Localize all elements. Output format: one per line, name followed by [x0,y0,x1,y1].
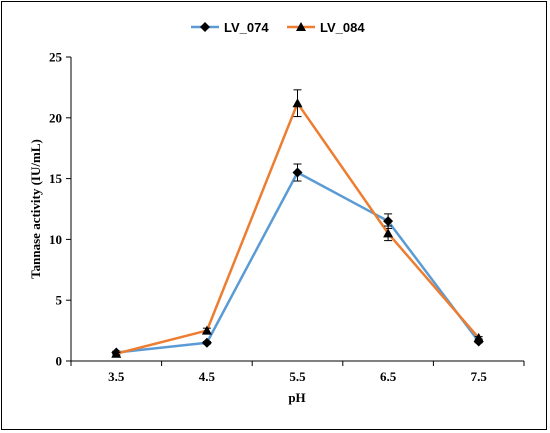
legend-item-lv-074: LV_074 [191,20,269,35]
data-point-triangle [473,332,484,342]
y-axis-title: Tannase activity (IU/mL) [28,139,43,279]
y-tick-label: 25 [49,50,63,65]
y-tick-label: 20 [49,110,62,125]
legend: LV_074 LV_084 [191,20,365,35]
series-line [116,171,480,354]
data-point-diamond [201,337,212,348]
y-tick-label: 0 [56,354,63,369]
x-tick-label: 3.5 [108,369,125,384]
legend-label: LV_074 [224,20,269,35]
x-tick-label: 6.5 [380,369,397,384]
y-tick-label: 10 [49,232,62,247]
axes: 0 5 10 15 20 25 3.5 4.5 5.5 6.5 7.5 [49,50,525,384]
x-axis-title: pH [288,390,305,405]
legend-label: LV_084 [320,20,365,35]
data-point-triangle [383,228,394,238]
data-point-diamond [383,216,394,227]
data-point-triangle [111,348,122,358]
x-tick-label: 5.5 [289,369,306,384]
data-point-triangle [292,98,303,108]
series-lv-074 [111,163,484,358]
y-tick-label: 5 [56,293,63,308]
data-point-diamond [292,167,303,178]
series-line [115,101,480,355]
y-tick-label: 15 [49,171,63,186]
data-point-triangle [201,325,212,335]
x-tick-label: 7.5 [471,369,488,384]
x-tick-label: 4.5 [199,369,216,384]
series-lv-084 [111,89,484,358]
legend-marker-triangle [296,22,306,31]
legend-marker-diamond [200,22,210,32]
legend-item-lv-084: LV_084 [287,20,365,35]
series-layer [111,89,484,358]
